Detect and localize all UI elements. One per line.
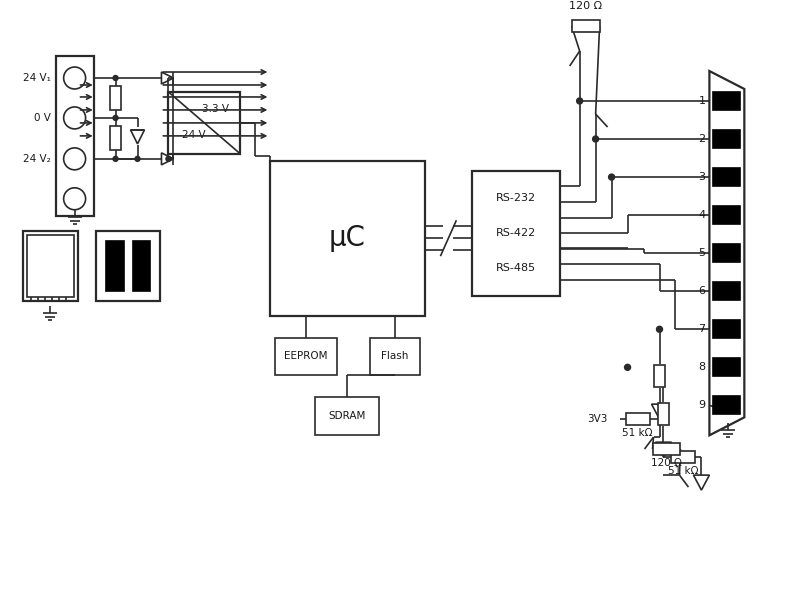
Circle shape	[64, 148, 86, 170]
Text: 120 Ω: 120 Ω	[651, 458, 682, 468]
Bar	[626, 413, 650, 425]
Text: 24 V₂: 24 V₂	[23, 154, 50, 164]
Text: 51 kΩ: 51 kΩ	[668, 466, 698, 476]
Polygon shape	[710, 71, 744, 436]
Bar	[714, 168, 740, 186]
Circle shape	[657, 326, 662, 332]
Text: EEPROM: EEPROM	[285, 352, 328, 361]
Text: 1: 1	[698, 96, 706, 106]
Bar	[572, 20, 600, 32]
Circle shape	[166, 157, 171, 161]
Bar	[270, 161, 425, 316]
Text: 2: 2	[698, 134, 706, 144]
Circle shape	[625, 364, 630, 370]
Text: 3: 3	[698, 172, 706, 182]
Bar	[658, 403, 670, 425]
Text: 8: 8	[698, 362, 706, 373]
Circle shape	[609, 174, 614, 180]
Bar	[671, 451, 695, 463]
Bar	[714, 130, 740, 148]
Bar	[370, 338, 420, 376]
Bar	[133, 241, 150, 290]
Text: RS-485: RS-485	[496, 263, 536, 273]
Bar	[106, 241, 123, 290]
Circle shape	[113, 76, 118, 80]
Bar	[22, 231, 78, 301]
Text: 3V3: 3V3	[587, 414, 608, 424]
Bar	[714, 320, 740, 338]
Text: SDRAM: SDRAM	[329, 412, 366, 421]
Bar	[714, 358, 740, 376]
Bar	[654, 365, 666, 387]
Text: 24 V: 24 V	[182, 130, 206, 140]
Bar	[714, 206, 740, 224]
Bar	[714, 397, 740, 415]
Text: 9: 9	[698, 400, 706, 410]
Circle shape	[113, 157, 118, 161]
Bar	[714, 282, 740, 300]
Bar	[169, 92, 240, 154]
Text: μC: μC	[329, 224, 366, 252]
Text: 5: 5	[698, 248, 706, 258]
Text: 3.3 V: 3.3 V	[202, 104, 229, 113]
Text: 6: 6	[698, 286, 706, 296]
Bar	[275, 338, 337, 376]
Text: Flash: Flash	[382, 352, 409, 361]
Bar	[472, 171, 560, 296]
Circle shape	[113, 115, 118, 121]
Text: RS-232: RS-232	[496, 193, 536, 203]
Text: RS-422: RS-422	[496, 228, 536, 238]
Bar	[714, 244, 740, 262]
Bar	[56, 56, 94, 216]
Text: 120 Ω: 120 Ω	[569, 1, 602, 11]
Circle shape	[64, 188, 86, 210]
Bar	[653, 443, 681, 455]
Text: 0 V: 0 V	[34, 113, 50, 123]
Text: 4: 4	[698, 210, 706, 220]
Bar	[110, 127, 121, 151]
Bar	[110, 86, 121, 110]
Bar	[714, 92, 740, 110]
Circle shape	[577, 98, 582, 104]
Text: 7: 7	[698, 324, 706, 334]
Circle shape	[135, 157, 140, 161]
Bar	[95, 231, 161, 301]
Text: 24 V₁: 24 V₁	[22, 73, 50, 83]
Circle shape	[64, 107, 86, 129]
Bar	[26, 235, 74, 296]
Text: 51 kΩ: 51 kΩ	[622, 428, 653, 438]
Circle shape	[64, 67, 86, 89]
Circle shape	[593, 136, 598, 142]
Bar	[315, 397, 379, 436]
